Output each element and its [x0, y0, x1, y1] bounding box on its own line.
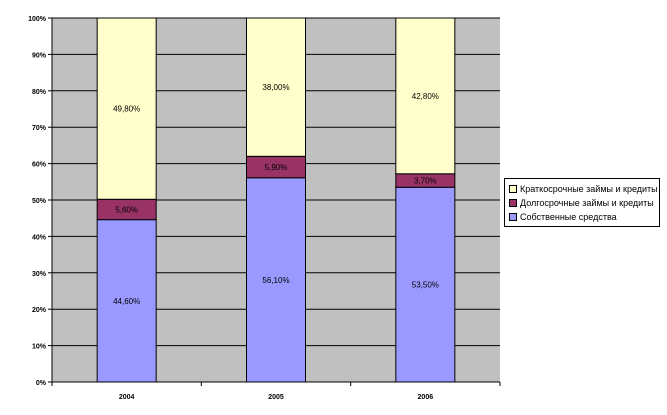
legend-item-own-funds: Собственные средства	[509, 210, 659, 224]
data-label: 44,60%	[113, 297, 140, 306]
bar-segment	[395, 17, 456, 175]
legend-item-short-term: Краткосрочные займы и кредиты	[509, 182, 659, 196]
y-tick-label: 40%	[32, 234, 47, 241]
data-label: 38,00%	[262, 83, 289, 92]
data-label: 56,10%	[262, 276, 289, 285]
data-label: 3,70%	[414, 177, 437, 186]
legend-swatch-long-term	[509, 199, 517, 207]
y-tick-label: 70%	[32, 125, 47, 132]
legend-swatch-short-term	[509, 185, 517, 193]
data-label: 5,60%	[115, 205, 138, 214]
y-tick-label: 90%	[32, 52, 47, 59]
y-tick-label: 0%	[36, 380, 47, 387]
y-tick-label: 10%	[32, 344, 47, 351]
bar-segment	[395, 186, 456, 383]
x-tick-label: 2005	[268, 394, 284, 401]
y-tick-label: 30%	[32, 271, 47, 278]
legend-label-own-funds: Собственные средства	[520, 212, 617, 222]
data-label: 49,80%	[113, 105, 140, 114]
y-tick-label: 60%	[32, 162, 47, 169]
y-tick-label: 100%	[28, 16, 47, 23]
x-tick-label: 2006	[418, 394, 434, 401]
y-tick-label: 20%	[32, 307, 47, 314]
y-tick-label: 50%	[32, 198, 47, 205]
legend-item-long-term: Долгосрочные займы и кредиты	[509, 196, 659, 210]
y-tick-label: 80%	[32, 89, 47, 96]
data-label: 42,80%	[412, 92, 439, 101]
data-label: 5,90%	[265, 163, 288, 172]
bar-segment	[246, 177, 306, 383]
legend-swatch-own-funds	[509, 213, 517, 221]
bar-segment	[246, 17, 306, 157]
data-label: 53,50%	[412, 281, 439, 290]
legend: Краткосрочные займы и кредиты Долгосрочн…	[504, 178, 660, 227]
x-tick-label: 2004	[119, 394, 135, 401]
legend-label-short-term: Краткосрочные займы и кредиты	[520, 184, 658, 194]
bar-segment	[96, 17, 157, 200]
legend-label-long-term: Долгосрочные займы и кредиты	[520, 198, 654, 208]
